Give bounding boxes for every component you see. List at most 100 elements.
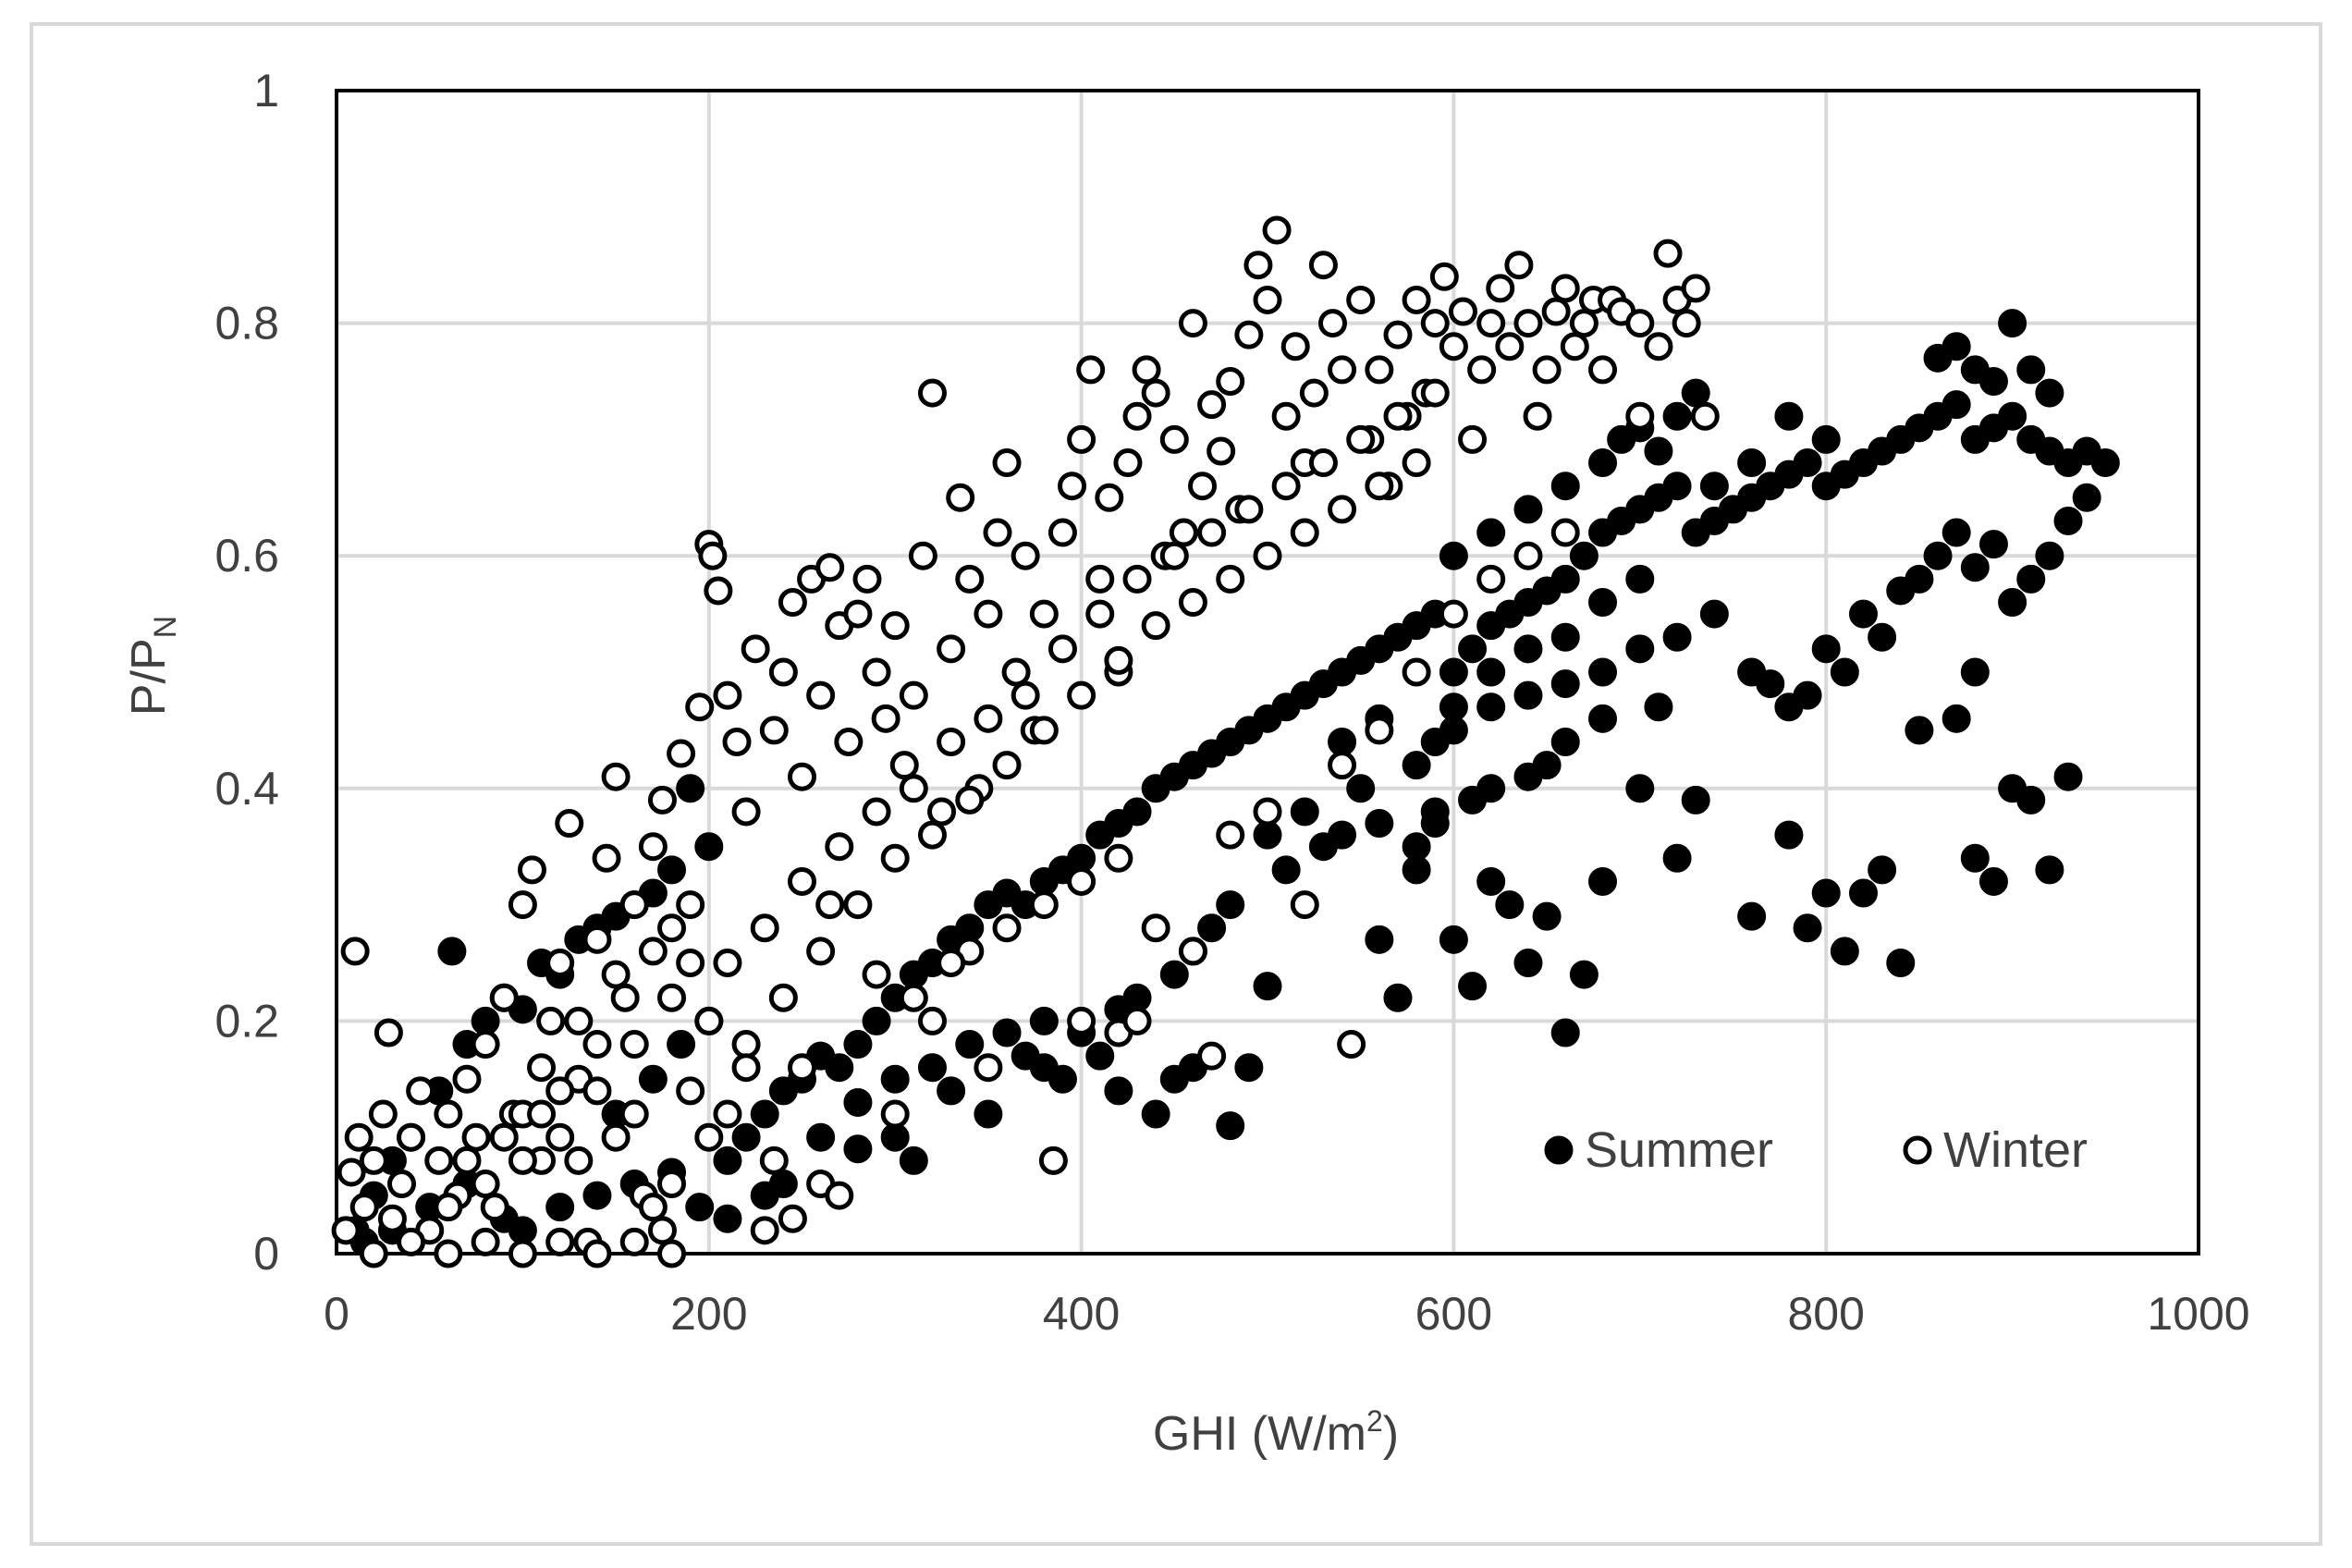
- summer-point: [1662, 401, 1692, 431]
- summer-point: [974, 1099, 1003, 1129]
- winter-point: [434, 1193, 463, 1222]
- winter-point: [768, 983, 798, 1012]
- winter-point: [788, 762, 816, 791]
- winter-point: [676, 949, 705, 977]
- summer-point: [2090, 448, 2120, 478]
- winter-point: [825, 832, 854, 862]
- summer-point: [1588, 448, 1618, 478]
- summer-point: [1868, 622, 1897, 652]
- summer-point: [1588, 588, 1618, 618]
- winter-point: [619, 1227, 649, 1256]
- winter-point: [899, 774, 928, 803]
- winter-point: [815, 553, 845, 582]
- summer-point: [2072, 483, 2101, 512]
- winter-point: [1365, 472, 1394, 501]
- winter-point: [992, 751, 1022, 780]
- winter-point: [1402, 285, 1431, 314]
- summer-point: [1365, 809, 1394, 839]
- summer-point: [1793, 913, 1822, 943]
- winter-point: [1299, 378, 1329, 408]
- winter-point: [1253, 541, 1282, 570]
- plot-area-border: [335, 89, 2200, 1256]
- winter-point: [694, 1122, 724, 1152]
- winter-point: [582, 1030, 612, 1060]
- winter-point: [983, 518, 1012, 547]
- winter-point: [1234, 495, 1264, 524]
- summer-point: [1699, 472, 1729, 501]
- winter-point: [759, 716, 789, 745]
- winter-point: [694, 1006, 724, 1035]
- winter-point: [508, 1239, 537, 1268]
- winter-point: [1420, 378, 1450, 408]
- summer-point: [1532, 901, 1562, 931]
- x-tick-label: 1000: [2147, 1288, 2249, 1340]
- winter-point: [1672, 309, 1701, 338]
- winter-point: [1178, 309, 1207, 338]
- y-tick-label: 1: [253, 65, 279, 116]
- summer-point: [937, 1076, 966, 1106]
- winter-point: [843, 599, 873, 629]
- winter-point: [1328, 751, 1357, 780]
- winter-point: [1085, 564, 1115, 594]
- winter-point: [722, 727, 752, 756]
- summer-point: [1458, 972, 1488, 1001]
- winter-point: [1365, 716, 1394, 745]
- winter-point: [731, 1030, 761, 1060]
- winter-point: [852, 564, 882, 594]
- summer-point: [1793, 448, 1822, 478]
- winter-point: [1271, 401, 1301, 431]
- summer-point: [1625, 774, 1655, 803]
- summer-point: [1848, 878, 1878, 908]
- winter-point: [592, 843, 621, 873]
- summer-point: [1960, 657, 1990, 687]
- summer-point: [1439, 541, 1468, 570]
- winter-point: [1653, 239, 1683, 268]
- summer-point: [862, 1006, 891, 1035]
- summer-point: [1830, 937, 1859, 966]
- winter-point: [992, 448, 1022, 478]
- winter-point: [1122, 1006, 1152, 1035]
- summer-point: [2035, 541, 2064, 570]
- winter-point: [619, 1030, 649, 1060]
- winter-point: [489, 1122, 519, 1152]
- summer-point: [1644, 692, 1673, 722]
- summer-point: [955, 1030, 985, 1060]
- summer-point: [676, 774, 705, 803]
- summer-point: [667, 1030, 696, 1060]
- summer-point: [843, 1030, 873, 1060]
- summer-point: [1793, 680, 1822, 710]
- summer-point: [1550, 669, 1580, 699]
- winter-point: [1262, 215, 1292, 245]
- winter-point: [1113, 448, 1143, 478]
- summer-point: [1439, 692, 1468, 722]
- winter-point: [1047, 518, 1077, 547]
- winter-point: [1328, 495, 1357, 524]
- winter-point: [880, 611, 910, 641]
- winter-point: [545, 1227, 575, 1256]
- winter-point: [788, 1053, 816, 1083]
- summer-point: [1811, 634, 1841, 664]
- winter-point: [1346, 424, 1376, 454]
- winter-point: [937, 634, 966, 664]
- winter-point: [1207, 436, 1236, 466]
- winter-point: [1197, 1041, 1227, 1071]
- summer-point: [1216, 1111, 1245, 1141]
- winter-point: [610, 983, 640, 1012]
- winter-point: [1197, 518, 1227, 547]
- winter-point: [685, 692, 715, 722]
- summer-point: [1588, 657, 1618, 687]
- summer-point: [1476, 866, 1506, 896]
- summer-point: [1681, 785, 1710, 815]
- winter-point: [1159, 424, 1189, 454]
- summer-point: [1550, 622, 1580, 652]
- winter-point: [1029, 599, 1059, 629]
- winter-point: [536, 1006, 566, 1035]
- winter-point: [1085, 599, 1115, 629]
- winter-point: [676, 1076, 705, 1106]
- summer-point: [1848, 599, 1878, 629]
- winter-point: [1476, 309, 1506, 338]
- summer-point: [1085, 1041, 1115, 1071]
- winter-point: [1122, 401, 1152, 431]
- winter-point: [1439, 599, 1468, 629]
- summer-point: [1942, 332, 1971, 361]
